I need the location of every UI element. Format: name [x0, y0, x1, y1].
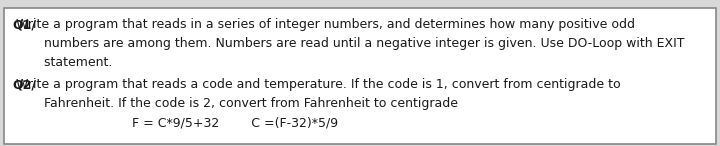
Text: Q2/: Q2/ — [12, 78, 36, 91]
Text: Fahrenheit. If the code is 2, convert from Fahrenheit to centigrade: Fahrenheit. If the code is 2, convert fr… — [12, 97, 458, 110]
Text: Q1/: Q1/ — [12, 18, 36, 31]
Text: Write a program that reads a code and temperature. If the code is 1, convert fro: Write a program that reads a code and te… — [12, 78, 621, 91]
Text: Write a program that reads in a series of integer numbers, and determines how ma: Write a program that reads in a series o… — [12, 18, 635, 31]
Text: numbers are among them. Numbers are read until a negative integer is given. Use : numbers are among them. Numbers are read… — [12, 37, 685, 50]
Text: F = C*9/5+32        C =(F-32)*5/9: F = C*9/5+32 C =(F-32)*5/9 — [12, 116, 338, 129]
Text: statement.: statement. — [12, 56, 112, 69]
FancyBboxPatch shape — [4, 8, 716, 144]
